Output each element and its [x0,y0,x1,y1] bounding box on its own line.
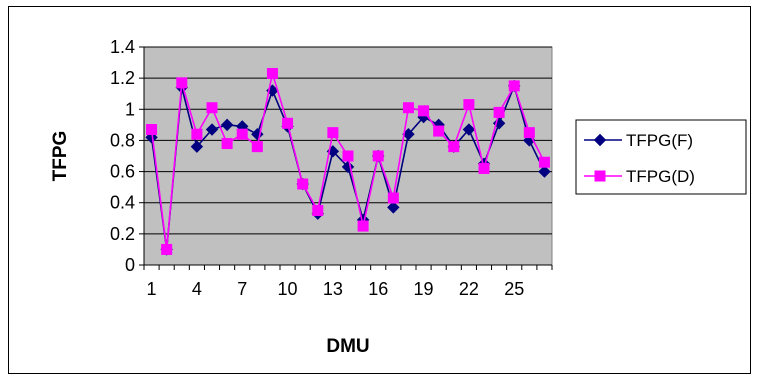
legend-marker [594,170,606,182]
data-point [251,141,263,153]
data-point [402,102,414,114]
data-point [161,243,173,255]
legend-label: TFPG(F) [626,131,693,150]
data-point [387,192,399,204]
legend-entry: TFPG(F) [584,131,693,150]
data-point [205,123,219,136]
x-axis-title: DMU [326,336,369,357]
y-tick-label: 0.2 [110,224,135,244]
chart-container: 0 0.2 0.4 0.6 0.8 1 1.2 1.4 1 4 7 10 13 16 19 22 25 TFP… [8,6,751,374]
data-point [146,124,158,136]
data-point [418,105,430,117]
y-tick-label: 0 [125,255,135,275]
legend: TFPG(F) TFPG(D) [575,119,747,195]
data-point [266,67,278,79]
data-point [191,128,203,140]
data-point [523,127,535,139]
data-point [190,140,204,153]
data-point [206,102,218,114]
data-point [462,123,476,136]
y-axis-title: TFPG [50,131,71,182]
data-point [372,150,384,162]
data-point [357,220,369,232]
legend-label: TFPG(D) [626,167,695,186]
x-tick-label: 10 [278,279,298,299]
y-axis-ticks: 0 0.2 0.4 0.6 0.8 1 1.2 1.4 [110,37,144,275]
legend-entry: TFPG(D) [584,167,695,186]
y-tick-label: 1.4 [110,37,135,57]
x-tick-label: 25 [504,279,524,299]
x-tick-label: 1 [147,279,157,299]
data-point [448,141,460,153]
data-point [538,156,550,168]
y-tick-label: 0.8 [110,130,135,150]
data-point [538,165,551,178]
data-point [220,118,234,132]
data-point [176,77,188,89]
legend-marker [593,133,607,147]
data-point [236,128,248,140]
y-tick-label: 1.2 [110,68,135,88]
data-point [508,80,520,92]
x-tick-label: 13 [323,279,343,299]
series-2 [146,67,550,255]
data-point [282,117,294,129]
y-tick-label: 0.4 [110,193,135,213]
axes [143,47,552,266]
x-axis-ticks: 1 4 7 10 13 16 19 22 25 [143,265,553,299]
data-point [463,99,475,111]
data-point [342,150,354,162]
x-tick-label: 4 [192,279,202,299]
data-point [433,125,445,137]
data-point [387,201,400,214]
series-layer [145,67,551,256]
data-point [327,127,339,139]
x-tick-label: 19 [414,279,434,299]
legend-box [575,119,747,195]
data-point [221,138,233,150]
data-point [312,205,324,216]
x-tick-label: 7 [237,279,247,299]
y-tick-label: 0.6 [110,162,135,182]
data-point [493,106,505,118]
x-tick-label: 16 [368,279,388,299]
line-chart: 0 0.2 0.4 0.6 0.8 1 1.2 1.4 1 4 7 10 13 16 19 22 25 TFP… [8,6,751,374]
y-tick-label: 1 [125,99,135,119]
data-point [297,178,309,190]
data-point [478,162,490,174]
x-tick-label: 22 [459,279,479,299]
